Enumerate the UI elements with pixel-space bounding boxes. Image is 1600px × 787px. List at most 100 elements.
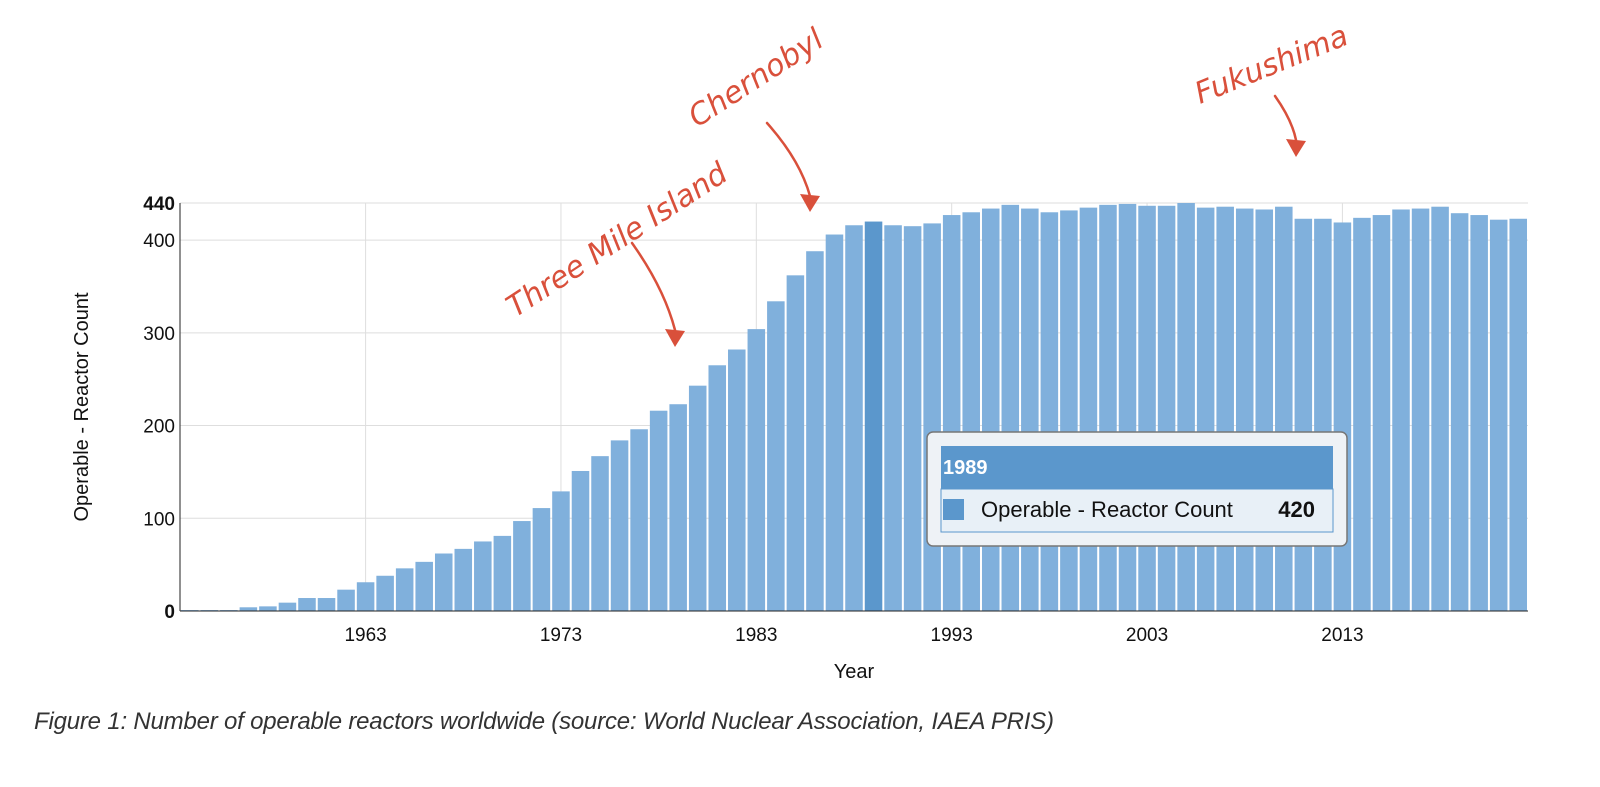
bar-1999 <box>1060 210 1078 611</box>
bar-1994 <box>962 212 980 612</box>
bar-1974 <box>571 470 590 611</box>
bar-1972 <box>532 508 551 611</box>
x-tick-label: 1993 <box>931 625 973 646</box>
bar-1983 <box>747 329 766 611</box>
x-tick-label: 1983 <box>735 625 777 646</box>
arrowhead-icon <box>1286 139 1306 157</box>
bar-1961 <box>317 598 336 611</box>
bar-1965 <box>395 568 414 611</box>
bar-1977 <box>630 429 648 611</box>
bar-1963 <box>356 582 375 611</box>
tooltip-year: 1989 <box>943 457 988 479</box>
bar-1981 <box>708 365 727 611</box>
bar-2016 <box>1392 209 1410 611</box>
bar-1957 <box>239 607 258 611</box>
bar-1992 <box>923 223 941 611</box>
x-axis-title: Year <box>834 661 875 683</box>
annotation-arrow <box>630 241 677 332</box>
bar-2003 <box>1138 205 1156 612</box>
tooltip-body-bg <box>940 488 1334 533</box>
bar-1967 <box>434 553 453 611</box>
y-axis-title: Operable - Reactor Count <box>71 292 93 521</box>
bar-1993 <box>942 215 961 611</box>
x-tick-label: 2013 <box>1321 625 1363 646</box>
annotation-fukushima: Fukushima <box>1190 18 1353 157</box>
bar-1997 <box>1021 208 1039 611</box>
annotation-label: Fukushima <box>1190 18 1353 111</box>
bar-1969 <box>474 541 492 611</box>
annotation-arrow <box>1273 94 1298 142</box>
y-axis-ticks: 0 100 200 300 400 440 <box>143 194 175 623</box>
x-tick-label: 1963 <box>344 625 386 646</box>
bar-1970 <box>493 535 512 611</box>
annotation-arrow <box>765 121 812 198</box>
bar-2004 <box>1157 205 1176 612</box>
bar-2022 <box>1509 218 1527 611</box>
bar-1982 <box>728 349 746 611</box>
bar-1985 <box>786 275 805 611</box>
bar-1973 <box>552 491 570 611</box>
bar-1959 <box>278 602 297 611</box>
bar-2018 <box>1431 206 1449 611</box>
bar-1990 <box>884 225 902 611</box>
bar-chart: 0 100 200 300 400 440 1963 1973 1983 1993 2003 201… <box>71 18 1528 683</box>
bar-2001 <box>1099 204 1117 611</box>
y-tick-label: 400 <box>143 231 175 252</box>
bar-2005 <box>1177 203 1195 611</box>
bar-1998 <box>1040 212 1059 612</box>
bar-1988 <box>845 225 863 611</box>
bar-1968 <box>454 548 473 611</box>
bar-2013 <box>1333 222 1352 612</box>
bar-1989 <box>864 221 883 611</box>
bar-1958 <box>259 606 277 611</box>
figure-caption: Figure 1: Number of operable reactors wo… <box>34 708 1054 735</box>
y-tick-label: 440 <box>143 194 175 215</box>
tooltip-value: 420 <box>1278 497 1315 522</box>
bar-1966 <box>415 561 433 611</box>
bar-2012 <box>1314 218 1332 611</box>
annotation-label: Chernobyl <box>682 22 830 135</box>
tooltip-header-bg <box>941 446 1333 489</box>
bar-2007 <box>1216 206 1234 611</box>
annotation-three-mile-island: Three Mile Island <box>500 155 735 347</box>
bar-2002 <box>1118 203 1137 611</box>
bar-2008 <box>1235 208 1254 611</box>
bar-1995 <box>981 208 1000 611</box>
x-axis-ticks: 1963 1973 1983 1993 2003 2013 <box>344 625 1363 646</box>
bar-2015 <box>1372 215 1391 611</box>
bar-1960 <box>298 598 316 611</box>
x-tick-label: 2003 <box>1126 625 1168 646</box>
bar-2020 <box>1470 215 1488 611</box>
tooltip-legend-swatch <box>943 499 964 520</box>
bar-1987 <box>825 234 844 611</box>
bar-1996 <box>1001 204 1020 611</box>
bar-2006 <box>1196 207 1215 612</box>
bar-1980 <box>688 385 707 611</box>
bar-2019 <box>1450 213 1469 611</box>
y-tick-label: 100 <box>143 509 175 530</box>
bar-1964 <box>376 575 394 611</box>
bar-1975 <box>591 456 609 611</box>
bar-2017 <box>1411 208 1430 611</box>
bar-1986 <box>806 251 824 611</box>
bar-2009 <box>1255 209 1274 611</box>
bar-2021 <box>1489 219 1508 611</box>
tooltip: 1989 Operable - Reactor Count 420 <box>926 431 1348 547</box>
arrowhead-icon <box>800 194 820 212</box>
bar-1979 <box>669 404 687 611</box>
bars <box>181 203 1527 612</box>
bar-2011 <box>1294 218 1313 611</box>
bar-1991 <box>903 226 922 611</box>
arrowhead-icon <box>665 329 685 347</box>
bar-1984 <box>767 301 785 611</box>
bar-2000 <box>1079 207 1098 612</box>
bar-2010 <box>1275 206 1293 611</box>
y-tick-label: 300 <box>143 324 175 345</box>
bar-1976 <box>610 440 629 611</box>
bar-2014 <box>1353 217 1371 611</box>
bar-1971 <box>513 521 531 611</box>
bar-1978 <box>649 410 668 611</box>
tooltip-series-label: Operable - Reactor Count <box>981 497 1233 522</box>
y-tick-label: 0 <box>164 602 175 623</box>
bar-1962 <box>337 589 355 611</box>
